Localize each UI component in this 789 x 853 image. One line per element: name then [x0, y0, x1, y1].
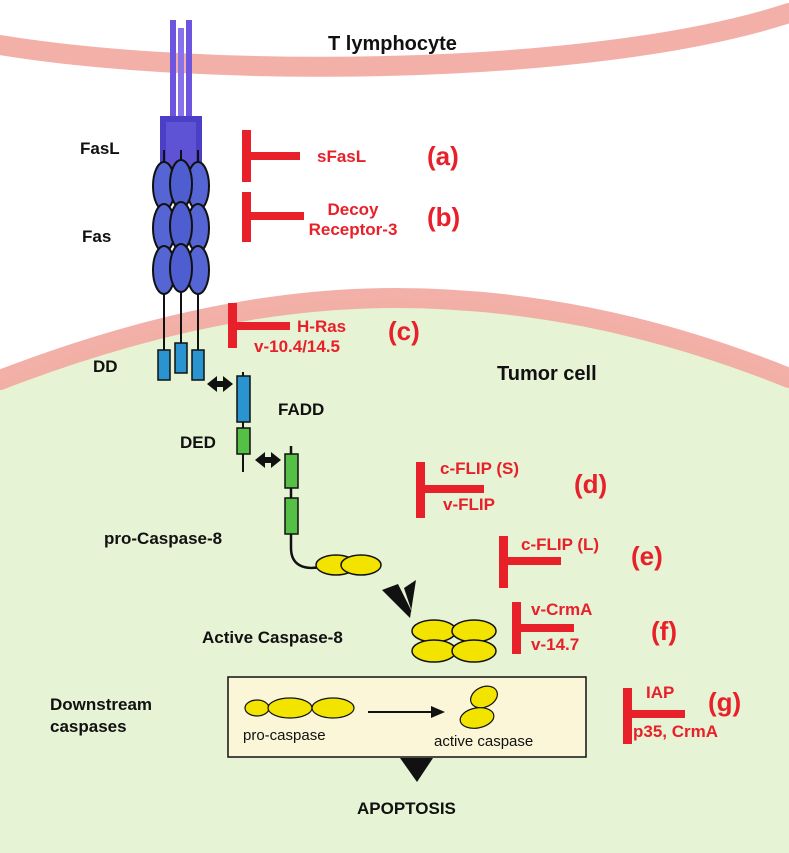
active-caspase-8-label: Active Caspase-8: [202, 628, 343, 647]
dd-label: DD: [93, 357, 118, 376]
active-caspase-label: active caspase: [434, 733, 534, 750]
inhibitor-bar-f: [512, 602, 574, 654]
caspase-8-activation-arrow: [382, 580, 416, 618]
inhibitor-f-tag: (f): [651, 616, 677, 646]
downstream-caspases-label-line2: caspases: [50, 717, 127, 736]
inhibitor-b-name-line1: Decoy: [327, 200, 379, 219]
inhibitor-c-tag: (c): [388, 316, 420, 346]
inhibitor-g-name-line2: p35, CrmA: [633, 722, 719, 741]
ded-caspase-interaction-arrow: [255, 452, 281, 468]
t-lymphocyte-label: T lymphocyte: [328, 33, 457, 55]
pro-caspase-8-label: pro-Caspase-8: [104, 529, 223, 548]
fasl-trimer: [160, 20, 202, 172]
inhibitor-bar-c: [228, 303, 290, 348]
inhibitor-d-name-line1: c-FLIP (S): [440, 459, 520, 478]
pro-caspase-8-molecule: [284, 446, 382, 576]
fas-trimer: [152, 150, 210, 381]
inhibitor-bar-a: [242, 130, 300, 182]
fasl-label: FasL: [80, 139, 120, 158]
active-caspase-8-molecule: [411, 619, 497, 663]
t-lymphocyte-membrane: [0, 3, 789, 77]
inhibitor-bar-g: [623, 688, 685, 744]
inhibitor-d-tag: (d): [574, 469, 608, 499]
fadd-label: FADD: [278, 400, 325, 419]
inhibitor-g-tag: (g): [708, 687, 742, 717]
inhibitor-a-tag: (a): [427, 141, 459, 171]
inhibitor-e-tag: (e): [631, 541, 663, 571]
inhibitor-c-name-line2: v-10.4/14.5: [254, 337, 341, 356]
inhibitor-a-name: sFasL: [317, 147, 367, 166]
inhibitor-d-name-line2: v-FLIP: [443, 495, 495, 514]
tumor-cell-cytoplasm: [0, 298, 789, 853]
downstream-caspases-label-line1: Downstream: [50, 695, 153, 714]
tumor-cell-label: Tumor cell: [497, 363, 597, 385]
inhibitor-bar-d: [416, 462, 484, 518]
inhibitor-b-tag: (b): [427, 202, 461, 232]
ded-label: DED: [180, 433, 216, 452]
fadd-adaptor: [236, 372, 251, 472]
inhibitor-b-name-line2: Receptor-3: [308, 220, 398, 239]
inhibitor-bar-b: [242, 192, 304, 242]
inhibitor-f-name-line1: v-CrmA: [531, 600, 593, 619]
inhibitor-bar-e: [499, 536, 561, 588]
apoptosis-label: APOPTOSIS: [357, 799, 456, 818]
pro-caspase-label: pro-caspase: [243, 727, 326, 744]
inhibitor-e-name: c-FLIP (L): [521, 535, 600, 554]
apoptosis-arrow: [400, 758, 433, 782]
tumor-cell-membrane: [0, 287, 789, 390]
dd-fadd-interaction-arrow: [207, 376, 233, 392]
inhibitor-c-name-line1: H-Ras: [297, 317, 347, 336]
inhibitor-g-name-line1: IAP: [646, 683, 675, 702]
inhibitor-f-name-line2: v-14.7: [531, 635, 580, 654]
fas-label: Fas: [82, 227, 112, 246]
downstream-caspases-box: [227, 676, 587, 758]
